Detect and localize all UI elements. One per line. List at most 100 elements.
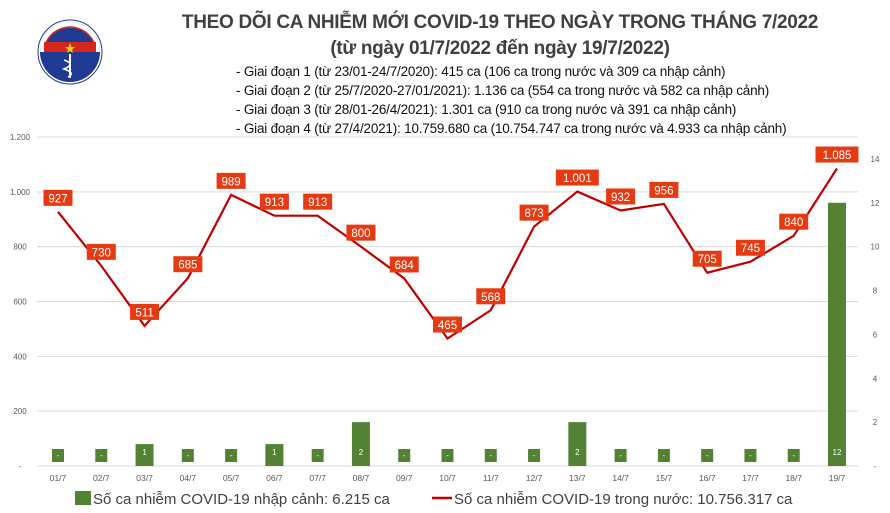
line-label-box (779, 213, 809, 230)
bar-label: - (533, 451, 536, 460)
x-tick-label: 17/7 (742, 473, 759, 483)
line-label-box (606, 188, 636, 205)
line-label-box (86, 243, 116, 260)
x-tick-label: 05/7 (223, 473, 240, 483)
x-tick-label: 12/7 (526, 473, 543, 483)
left-tick-label: 400 (13, 352, 27, 361)
line-label-box (259, 193, 289, 210)
bar-label: 1 (272, 448, 277, 457)
bar-16/7 (701, 449, 714, 462)
line-data-label: 913 (308, 197, 327, 209)
x-tick-label: 04/7 (180, 473, 197, 483)
bar-label: - (186, 451, 189, 460)
right-tick-label: 14 (871, 155, 880, 164)
line-label-box (433, 316, 462, 333)
left-tick-label: - (19, 462, 22, 471)
ministry-logo (37, 19, 103, 85)
bar-13/7 (568, 422, 587, 466)
line-label-box (555, 169, 599, 186)
note-phase-2: - Giai đoạn 2 (từ 25/7/2020-27/01/2021):… (236, 83, 769, 98)
note-phase-3: - Giai đoạn 3 (từ 28/01-26/4/2021): 1.30… (236, 102, 737, 117)
bar-label: - (446, 451, 449, 460)
line-data-label: 913 (265, 197, 284, 209)
line-label-box (173, 256, 203, 273)
bar-label: - (230, 451, 233, 460)
x-tick-label: 10/7 (439, 473, 456, 483)
line-data-label: 873 (524, 208, 543, 220)
line-data-label: 1.001 (563, 173, 592, 185)
bar-label: - (663, 451, 666, 460)
line-label-box (43, 189, 73, 206)
line-data-label: 956 (654, 185, 673, 197)
bar-label: - (489, 451, 492, 460)
line-data-label: 730 (92, 247, 111, 259)
line-label-box (389, 256, 419, 273)
chart-subtitle: (từ ngày 01/7/2022 đến ngày 19/7/2022) (330, 38, 670, 59)
x-tick-label: 02/7 (93, 473, 110, 483)
bar-06/7 (265, 444, 284, 466)
bar-12/7 (528, 449, 541, 462)
line-data-label: 840 (784, 217, 803, 229)
right-tick-label: 10 (871, 243, 880, 252)
bar-08/7 (351, 422, 370, 466)
right-tick-label: 2 (873, 418, 878, 427)
line-label-box (346, 224, 376, 241)
line-data-label: 511 (135, 307, 153, 319)
line-data-label: 745 (741, 243, 760, 255)
line-label-box (130, 303, 160, 320)
note-phase-4: - Giai đoạn 4 (từ 27/4/2021): 10.759.680… (236, 121, 787, 136)
bar-label: 2 (359, 448, 364, 457)
domestic-cases-line (57, 167, 838, 341)
bar-label: - (749, 451, 752, 460)
line-label-box (303, 193, 333, 210)
bar-label: - (792, 451, 795, 460)
line-data-label: 705 (698, 254, 717, 266)
bar-19/7 (828, 202, 846, 467)
x-tick-label: 08/7 (353, 473, 370, 483)
x-tick-label: 09/7 (396, 473, 413, 483)
bar-15/7 (657, 449, 670, 462)
bar-label: - (619, 451, 622, 460)
x-tick-label: 11/7 (483, 473, 499, 483)
bar-label: - (706, 451, 709, 460)
x-tick-label: 18/7 (785, 473, 802, 483)
bar-18/7 (787, 449, 800, 462)
bar-label: - (100, 451, 103, 460)
line-data-label: 989 (222, 176, 241, 188)
legend-swatch-imported (75, 491, 91, 505)
line-label-box (476, 288, 506, 305)
line-data-label: 1.085 (823, 150, 852, 162)
bar-17/7 (744, 449, 757, 462)
line-label-box (692, 250, 722, 267)
line-data-label: 932 (611, 192, 630, 204)
line-label-box (649, 181, 679, 198)
x-tick-label: 13/7 (569, 473, 586, 483)
left-tick-label: 800 (13, 243, 27, 252)
x-tick-label: 19/7 (829, 473, 846, 483)
x-tick-label: 03/7 (136, 473, 153, 483)
bar-09/7 (398, 449, 411, 462)
line-data-label: 685 (178, 260, 197, 272)
bar-07/7 (311, 449, 324, 462)
bar-10/7 (441, 449, 454, 462)
line-data-label: 684 (395, 260, 415, 272)
legend-label-imported: Số ca nhiễm COVID-19 nhập cảnh: 6.215 ca (93, 491, 391, 508)
bar-label: 1 (142, 448, 147, 457)
bar-14/7 (614, 449, 627, 462)
line-label-box (216, 172, 246, 189)
left-tick-label: 600 (13, 298, 27, 307)
bar-04/7 (181, 449, 194, 462)
x-tick-label: 06/7 (266, 473, 283, 483)
line-label-box (735, 239, 765, 256)
left-tick-label: 1.200 (10, 133, 31, 142)
note-phase-1: - Giai đoạn 1 (từ 23/01-24/7/2020): 415 … (236, 64, 726, 79)
right-tick-label: 6 (873, 330, 878, 339)
x-tick-label: 01/7 (50, 473, 67, 483)
x-tick-label: 07/7 (309, 473, 326, 483)
right-tick-label: 8 (873, 287, 878, 296)
x-tick-label: 15/7 (656, 473, 673, 483)
bar-03/7 (135, 444, 154, 466)
bar-label: 2 (575, 448, 580, 457)
line-data-label: 465 (438, 320, 457, 332)
